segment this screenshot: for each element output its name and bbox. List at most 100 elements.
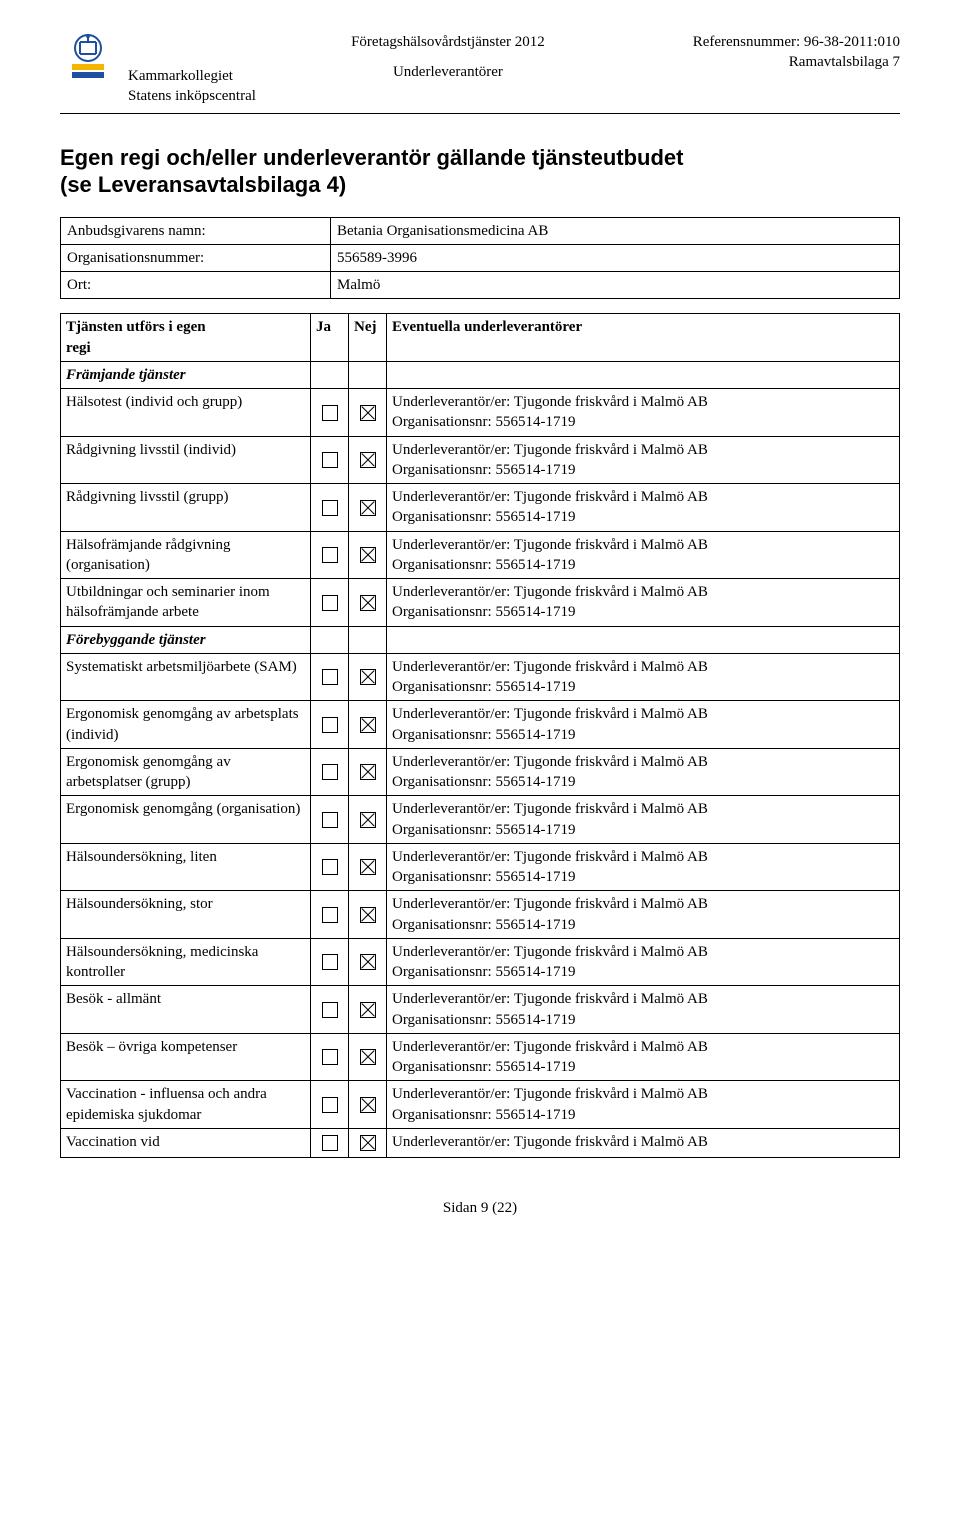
checkbox-cell (349, 938, 387, 986)
page-header: Kammarkollegiet Statens inköpscentral Fö… (60, 30, 900, 107)
subcontractor-name: Underleverantör/er: Tjugonde friskvård i… (392, 847, 894, 867)
attachment-label: Ramavtalsbilaga 7 (640, 52, 900, 72)
checkbox-cell (349, 891, 387, 939)
checkbox-cell (311, 653, 349, 701)
subcontractor-orgnr: Organisationsnr: 556514-1719 (392, 1057, 894, 1077)
checkbox-cell (311, 938, 349, 986)
service-label: Hälsoundersökning, stor (61, 891, 311, 939)
subcontractor-name: Underleverantör/er: Tjugonde friskvård i… (392, 1037, 894, 1057)
checkbox-cell (311, 701, 349, 749)
checkbox-empty-icon (322, 595, 338, 611)
checkbox-cell (349, 1033, 387, 1081)
table-row: Rådgivning livsstil (individ) Underlevera… (61, 436, 900, 484)
subcontractor-cell: Underleverantör/er: Tjugonde friskvård i… (387, 701, 900, 749)
subcontractor-cell: Underleverantör/er: Tjugonde friskvård i… (387, 1081, 900, 1129)
checkbox-checked-icon (360, 859, 376, 875)
service-label: Vaccination - influensa och andra epidem… (61, 1081, 311, 1129)
table-row: Hälsoundersökning, medicinska kontroller… (61, 938, 900, 986)
checkbox-empty-icon (322, 547, 338, 563)
subcontractor-orgnr: Organisationsnr: 556514-1719 (392, 412, 894, 432)
checkbox-cell (311, 1128, 349, 1157)
checkbox-empty-icon (322, 717, 338, 733)
table-row: Utbildningar och seminarier inom hälsofr… (61, 579, 900, 627)
subcontractor-cell: Underleverantör/er: Tjugonde friskvård i… (387, 436, 900, 484)
checkbox-cell (311, 389, 349, 437)
checkbox-cell (311, 531, 349, 579)
subcontractor-cell: Underleverantör/er: Tjugonde friskvård i… (387, 1128, 900, 1157)
checkbox-cell (311, 1081, 349, 1129)
checkbox-empty-icon (322, 405, 338, 421)
header-center: Företagshälsovårdstjänster 2012 Underlev… (256, 30, 640, 83)
table-row: Rådgivning livsstil (grupp)Underleverant… (61, 484, 900, 532)
service-label: Rådgivning livsstil (individ) (61, 436, 311, 484)
checkbox-empty-icon (322, 764, 338, 780)
title-line-2: (se Leveransavtalsbilaga 4) (60, 172, 346, 197)
service-label: Utbildningar och seminarier inom hälsofr… (61, 579, 311, 627)
checkbox-checked-icon (360, 500, 376, 516)
checkbox-empty-icon (322, 907, 338, 923)
service-label: Hälsofrämjande rådgivning (organisation) (61, 531, 311, 579)
checkbox-cell (349, 653, 387, 701)
checkbox-checked-icon (360, 812, 376, 828)
subcontractor-cell: Underleverantör/er: Tjugonde friskvård i… (387, 796, 900, 844)
subcontractor-cell: Underleverantör/er: Tjugonde friskvård i… (387, 389, 900, 437)
table-row: Anbudsgivarens namn: Betania Organisatio… (61, 217, 900, 244)
subcontractor-orgnr: Organisationsnr: 556514-1719 (392, 602, 894, 622)
checkbox-empty-icon (322, 452, 338, 468)
checkbox-cell (349, 796, 387, 844)
checkbox-checked-icon (360, 452, 376, 468)
checkbox-empty-icon (322, 1049, 338, 1065)
checkbox-checked-icon (360, 1097, 376, 1113)
page-footer: Sidan 9 (22) (60, 1198, 900, 1218)
city-label: Ort: (61, 272, 331, 299)
checkbox-cell (311, 579, 349, 627)
section-heading: Främjande tjänster (61, 361, 311, 388)
table-row: Besök - allmäntUnderleverantör/er: Tjugo… (61, 986, 900, 1034)
checkbox-empty-icon (322, 500, 338, 516)
table-row: Ergonomisk genomgång (organisation) Under… (61, 796, 900, 844)
service-label: Besök – övriga kompetenser (61, 1033, 311, 1081)
table-header-row: Tjänsten utförs i egenregiJaNejEventuell… (61, 314, 900, 362)
checkbox-checked-icon (360, 1002, 376, 1018)
table-row: Systematiskt arbetsmiljöarbete (SAM)Unde… (61, 653, 900, 701)
checkbox-cell (349, 436, 387, 484)
subcontractor-orgnr: Organisationsnr: 556514-1719 (392, 820, 894, 840)
checkbox-cell (311, 796, 349, 844)
table-row: Ergonomisk genomgång av arbetsplats (ind… (61, 701, 900, 749)
city-value: Malmö (331, 272, 900, 299)
checkbox-empty-icon (322, 812, 338, 828)
subcontractor-cell: Underleverantör/er: Tjugonde friskvård i… (387, 484, 900, 532)
subcontractor-name: Underleverantör/er: Tjugonde friskvård i… (392, 487, 894, 507)
page-title: Egen regi och/eller underleverantör gäll… (60, 144, 900, 199)
subcontractor-cell: Underleverantör/er: Tjugonde friskvård i… (387, 748, 900, 796)
subcontractor-name: Underleverantör/er: Tjugonde friskvård i… (392, 942, 894, 962)
subcontractor-name: Underleverantör/er: Tjugonde friskvård i… (392, 392, 894, 412)
subcontractor-cell: Underleverantör/er: Tjugonde friskvård i… (387, 653, 900, 701)
checkbox-checked-icon (360, 547, 376, 563)
col-header-yes: Ja (311, 314, 349, 362)
subcontractor-name: Underleverantör/er: Tjugonde friskvård i… (392, 894, 894, 914)
table-row: Ergonomisk genomgång av arbetsplatser (g… (61, 748, 900, 796)
subcontractor-orgnr: Organisationsnr: 556514-1719 (392, 460, 894, 480)
subcontractor-orgnr: Organisationsnr: 556514-1719 (392, 555, 894, 575)
subcontractor-name: Underleverantör/er: Tjugonde friskvård i… (392, 704, 894, 724)
checkbox-cell (311, 843, 349, 891)
subcontractor-cell: Underleverantör/er: Tjugonde friskvård i… (387, 531, 900, 579)
ref-number: Referensnummer: 96-38-2011:010 (640, 32, 900, 52)
subcontractor-name: Underleverantör/er: Tjugonde friskvård i… (392, 440, 894, 460)
checkbox-empty-icon (322, 954, 338, 970)
service-label: Ergonomisk genomgång (organisation) (61, 796, 311, 844)
checkbox-checked-icon (360, 1049, 376, 1065)
checkbox-cell (349, 531, 387, 579)
checkbox-checked-icon (360, 954, 376, 970)
checkbox-cell (349, 484, 387, 532)
checkbox-cell (349, 986, 387, 1034)
subcontractor-name: Underleverantör/er: Tjugonde friskvård i… (392, 752, 894, 772)
subcontractor-name: Underleverantör/er: Tjugonde friskvård i… (392, 535, 894, 555)
subcontractor-cell: Underleverantör/er: Tjugonde friskvård i… (387, 843, 900, 891)
table-row: Hälsoundersökning, litenUnderleverantör/… (61, 843, 900, 891)
subcontractor-name: Underleverantör/er: Tjugonde friskvård i… (392, 1084, 894, 1104)
subcontractor-orgnr: Organisationsnr: 556514-1719 (392, 915, 894, 935)
header-right: Referensnummer: 96-38-2011:010 Ramavtals… (640, 30, 900, 73)
checkbox-cell (349, 1128, 387, 1157)
